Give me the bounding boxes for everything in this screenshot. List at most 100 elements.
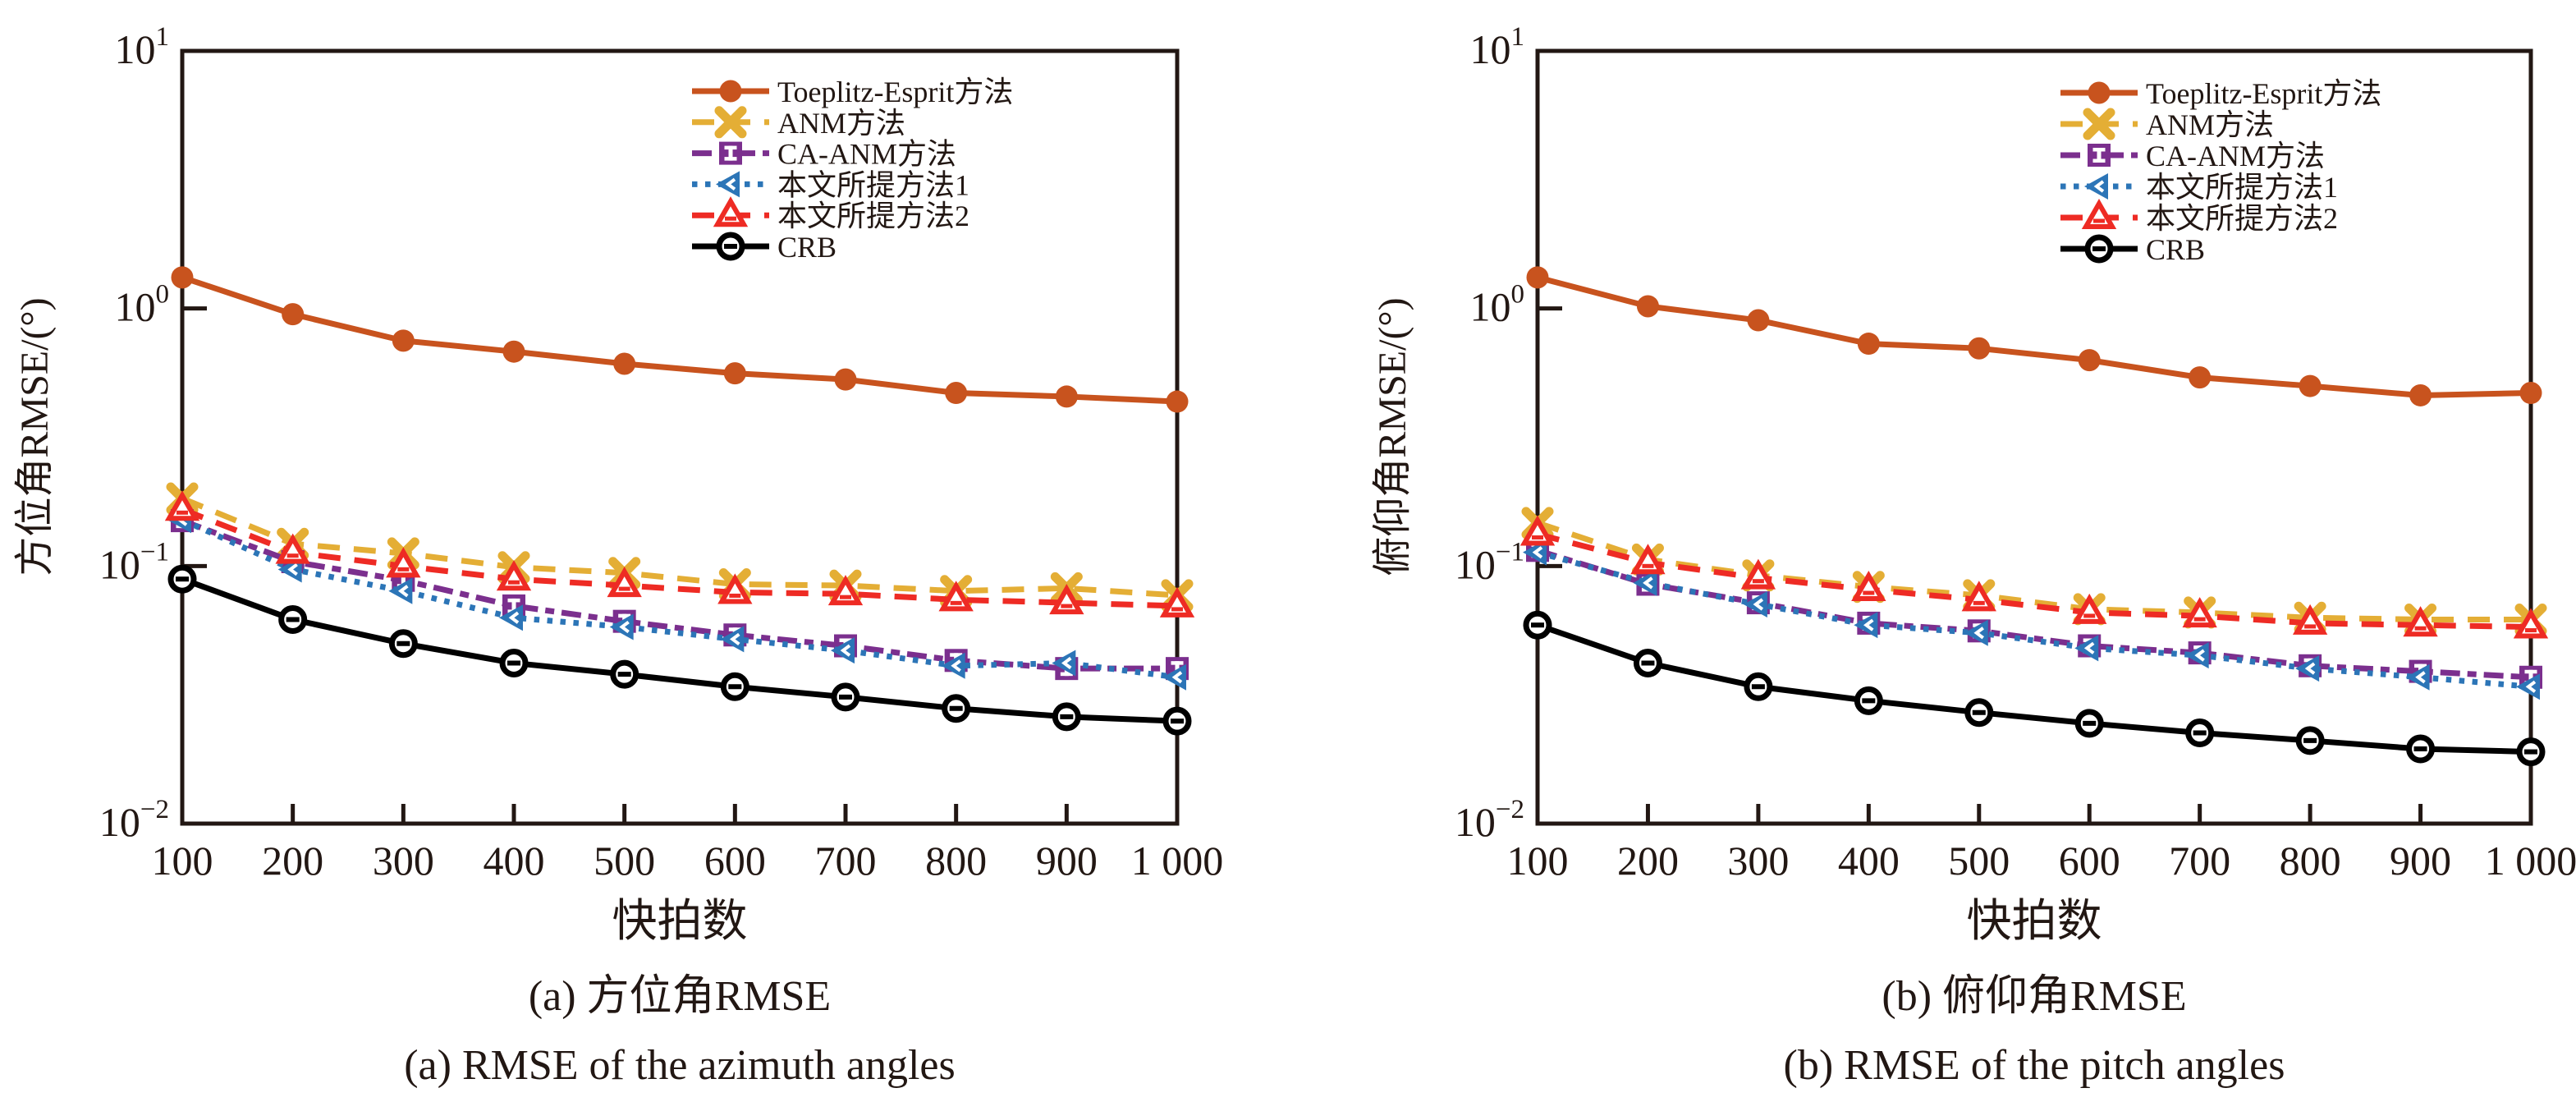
y-tick-label: 101 — [1470, 22, 1525, 72]
plot-area — [180, 48, 1180, 826]
toeplitz-esprit-line — [181, 274, 1178, 405]
y-tick-label: 10−2 — [1455, 795, 1524, 845]
x-axis-title: 快拍数 — [1966, 896, 2102, 946]
legend-label-anm: ANM方法 — [2146, 108, 2274, 141]
toeplitz-esprit-marker — [282, 303, 305, 326]
toeplitz-esprit-marker — [1747, 309, 1770, 332]
toeplitz-esprit-marker — [723, 362, 746, 385]
toeplitz-esprit-marker — [1055, 385, 1078, 408]
x-tick-label: 1 000 — [1131, 838, 1224, 884]
method1-marker — [499, 604, 523, 631]
y-tick-label: 10−2 — [99, 795, 169, 845]
toeplitz-esprit-marker — [1166, 390, 1189, 413]
method2-marker — [1159, 586, 1195, 617]
toeplitz-esprit-legend-marker — [2088, 81, 2111, 104]
crb-line — [1536, 622, 2532, 755]
method2-legend-marker — [713, 196, 749, 227]
toeplitz-esprit-marker — [2078, 349, 2101, 372]
y-tick-label: 100 — [1470, 280, 1525, 330]
method2-marker — [607, 567, 642, 598]
legend: Toeplitz-Esprit方法ANM方法CA-ANM方法本文所提方法1本文所… — [692, 76, 1013, 264]
crb-marker — [1523, 610, 1552, 640]
method1-legend-marker — [716, 171, 740, 198]
legend-item-method1: 本文所提方法1 — [692, 168, 969, 201]
y-tick-label: 100 — [115, 280, 170, 330]
method1-marker — [1633, 569, 1657, 596]
method2-marker — [1961, 581, 1996, 612]
x-tick-label: 300 — [1727, 838, 1789, 884]
crb-marker — [2074, 709, 2104, 738]
toeplitz-esprit-marker — [613, 352, 636, 375]
method1-marker — [1854, 612, 1878, 639]
toeplitz-esprit-marker — [1636, 295, 1659, 318]
legend-item-crb: CRB — [692, 231, 837, 264]
ca-anm-line — [181, 517, 1177, 672]
crb-legend-marker — [2084, 234, 2114, 264]
method1-line — [181, 516, 1178, 681]
x-tick-label: 800 — [2280, 838, 2341, 884]
method2-marker — [827, 575, 864, 606]
crb-marker — [2516, 737, 2546, 767]
x-tick-label: 200 — [1617, 838, 1679, 884]
x-tick-label: 100 — [152, 838, 213, 884]
method2-marker — [2513, 608, 2549, 639]
method1-marker — [2405, 663, 2430, 691]
anm-legend-marker — [714, 106, 747, 139]
x-tick-label: 400 — [1838, 838, 1900, 884]
legend-item-crb: CRB — [2060, 233, 2205, 266]
method2-marker — [1740, 558, 1776, 590]
x-tick-label: 1 000 — [2485, 838, 2576, 884]
x-tick-label: 200 — [262, 838, 323, 884]
method2-line — [1537, 531, 2532, 631]
legend-label-toeplitz-esprit: Toeplitz-Esprit方法 — [777, 76, 1013, 108]
crb-marker — [720, 672, 749, 701]
x-tick-label: 100 — [1507, 838, 1569, 884]
crb-marker — [1964, 698, 1994, 728]
toeplitz-esprit-marker — [171, 266, 194, 289]
y-axis-title: 俯仰角RMSE/(°) — [1371, 297, 1414, 576]
legend-label-crb: CRB — [2146, 233, 2205, 266]
method2-marker — [938, 581, 974, 612]
legend-label-method2: 本文所提方法2 — [2146, 202, 2338, 235]
legend-label-ca-anm: CA-ANM方法 — [2146, 140, 2325, 172]
x-tick-label: 800 — [925, 838, 987, 884]
caption-cn: (b) 俯仰角RMSE — [1882, 973, 2186, 1020]
legend-item-method1: 本文所提方法1 — [2060, 171, 2338, 204]
method2-legend-marker — [2081, 198, 2117, 229]
caption-en: (b) RMSE of the pitch angles — [1784, 1042, 2285, 1089]
x-tick-label: 500 — [594, 838, 655, 884]
caption-cn: (a) 方位角RMSE — [529, 973, 831, 1020]
method2-marker — [2403, 606, 2438, 637]
plot-area — [1535, 48, 2533, 826]
anm-line — [181, 495, 1178, 599]
legend: Toeplitz-Esprit方法ANM方法CA-ANM方法本文所提方法1本文所… — [2060, 77, 2381, 266]
method1-marker — [1162, 663, 1186, 691]
x-tick-label: 900 — [1036, 838, 1098, 884]
toeplitz-esprit-marker — [502, 340, 525, 363]
crb-marker — [1633, 649, 1662, 678]
ca-anm-line — [1536, 547, 2532, 681]
method2-marker — [386, 547, 421, 578]
legend-label-ca-anm: CA-ANM方法 — [777, 138, 956, 171]
toeplitz-esprit-marker — [1526, 266, 1549, 289]
x-axis-title: 快拍数 — [612, 896, 747, 946]
method1-marker — [941, 652, 965, 679]
legend-item-toeplitz-esprit: Toeplitz-Esprit方法 — [2060, 77, 2381, 110]
crb-marker — [278, 604, 308, 634]
method1-marker — [388, 577, 413, 604]
y-tick-label: 10−1 — [99, 537, 169, 587]
method1-marker — [1964, 619, 1988, 646]
x-tick-label: 400 — [484, 838, 545, 884]
legend-label-method1: 本文所提方法1 — [777, 168, 969, 201]
toeplitz-esprit-marker — [1968, 337, 1991, 360]
toeplitz-esprit-marker — [945, 382, 968, 405]
crb-marker — [2406, 734, 2436, 764]
legend-label-method1: 本文所提方法1 — [2146, 171, 2338, 204]
crb-marker — [942, 694, 971, 723]
x-tick-label: 500 — [1948, 838, 2010, 884]
method1-marker — [1052, 650, 1076, 677]
x-tick-label: 700 — [2169, 838, 2230, 884]
